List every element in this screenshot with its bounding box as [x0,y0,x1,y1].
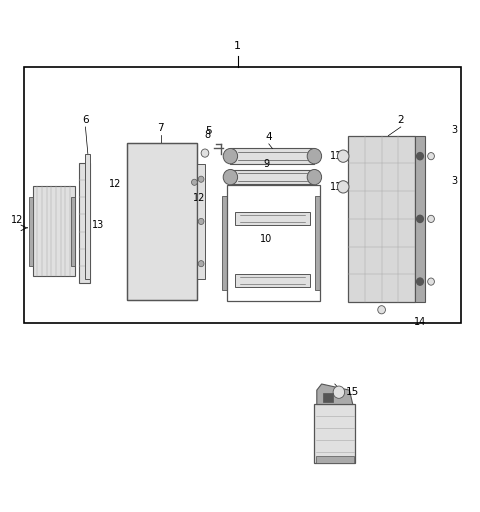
Bar [29,197,33,266]
Circle shape [417,153,423,160]
Circle shape [198,261,204,267]
Circle shape [333,386,345,398]
Text: 3: 3 [451,125,457,135]
Text: 1: 1 [234,41,241,51]
Circle shape [428,215,434,222]
Text: 10: 10 [260,234,273,245]
Text: 11: 11 [329,151,342,161]
Bar [230,170,314,184]
Circle shape [307,148,322,164]
Bar [315,196,320,290]
Circle shape [417,215,423,222]
Bar [127,143,197,300]
Bar [24,67,461,323]
Bar [33,186,75,276]
Bar [415,136,425,302]
Text: 9: 9 [264,159,269,169]
Bar [222,196,227,290]
Text: 12: 12 [11,215,23,225]
Text: 7: 7 [157,122,164,133]
Bar [79,163,90,283]
Circle shape [198,218,204,224]
Circle shape [428,153,434,160]
Bar [348,136,415,302]
Bar [71,197,75,266]
Text: 12: 12 [193,193,205,203]
Circle shape [223,169,238,185]
Bar [323,393,333,402]
Text: 12: 12 [109,179,121,189]
Bar [197,164,205,279]
Circle shape [198,176,204,182]
Text: 3: 3 [451,176,457,186]
Text: 6: 6 [82,115,89,125]
Circle shape [378,306,385,314]
Bar [227,185,320,301]
Text: 13: 13 [92,220,105,230]
Circle shape [417,278,423,285]
Circle shape [201,149,209,157]
Text: 2: 2 [397,115,404,125]
Text: 15: 15 [346,387,360,397]
Text: 14: 14 [414,317,426,327]
Text: 5: 5 [205,125,212,136]
Text: 8: 8 [204,130,210,140]
Circle shape [337,150,349,162]
Circle shape [307,169,322,185]
Circle shape [223,148,238,164]
Bar [85,154,90,279]
Circle shape [192,179,197,185]
Bar [127,143,197,300]
Circle shape [428,278,434,285]
Bar [314,404,355,463]
Bar [235,274,310,287]
Bar [127,143,197,300]
Circle shape [337,181,349,193]
Polygon shape [317,384,353,404]
Text: 11: 11 [329,182,342,192]
Bar [230,148,314,164]
Text: 4: 4 [265,132,272,142]
Bar [235,212,310,225]
Bar [316,456,354,463]
